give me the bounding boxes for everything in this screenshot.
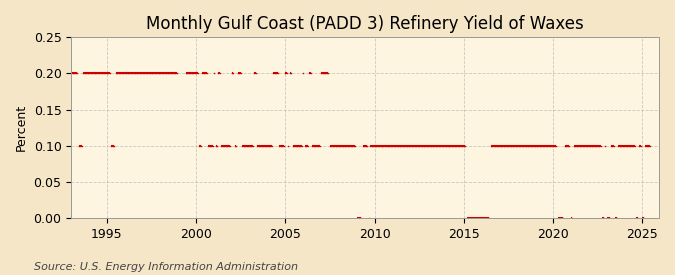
Text: Source: U.S. Energy Information Administration: Source: U.S. Energy Information Administ… (34, 262, 298, 272)
Title: Monthly Gulf Coast (PADD 3) Refinery Yield of Waxes: Monthly Gulf Coast (PADD 3) Refinery Yie… (146, 15, 584, 33)
Y-axis label: Percent: Percent (15, 104, 28, 151)
